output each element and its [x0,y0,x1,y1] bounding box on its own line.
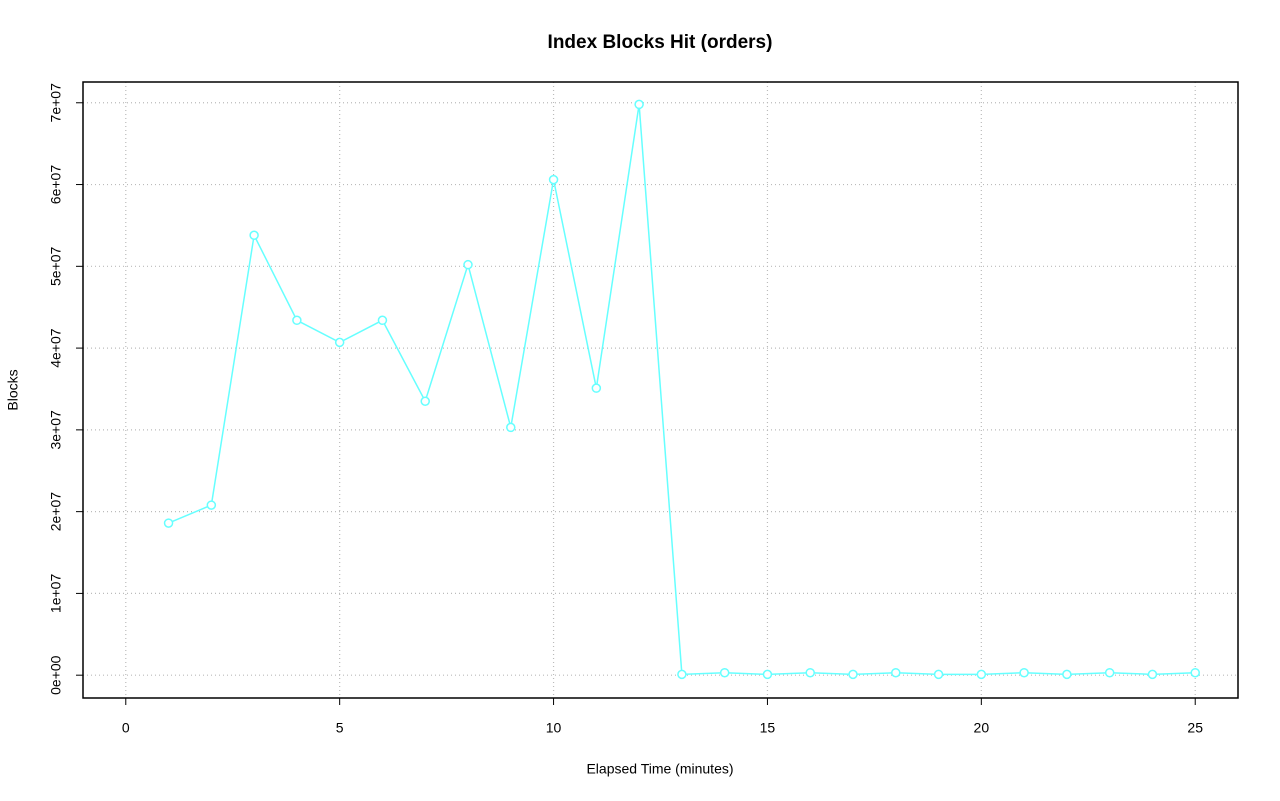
y-tick-label: 6e+07 [48,165,64,205]
x-tick-label: 25 [1187,720,1203,736]
data-point [334,337,345,348]
data-point [1104,667,1115,678]
y-tick-label: 3e+07 [48,410,64,450]
data-point [719,667,730,678]
y-tick-label: 5e+07 [48,246,64,286]
data-point [377,315,388,326]
data-point [548,174,559,185]
data-point [1062,669,1072,680]
chart-title: Index Blocks Hit (orders) [548,32,773,53]
plot-frame [82,81,1239,699]
y-axis-label: Blocks [5,369,21,410]
x-axis-label: Elapsed Time (minutes) [586,761,733,777]
data-point [805,667,815,678]
x-tick-label: 10 [546,720,562,736]
data-point [506,422,516,433]
y-tick-label: 1e+07 [48,574,64,614]
data-point [1147,669,1158,680]
x-tick-label: 5 [336,720,344,736]
data-point [463,259,473,270]
data-point [933,669,944,680]
x-tick-label: 15 [760,720,776,736]
data-point [420,396,430,406]
data-point [762,669,773,680]
data-point [976,669,987,680]
data-point [848,669,858,680]
data-point [163,518,174,528]
y-tick-label: 0e+00 [48,655,64,695]
data-point [891,667,901,678]
x-tick-label: 20 [974,720,990,736]
data-point [292,315,302,326]
y-tick-label: 7e+07 [48,83,64,123]
y-tick-label: 2e+07 [48,492,64,532]
data-point [206,500,217,510]
data-point [1019,667,1029,678]
data-point [591,383,602,393]
data-point [1190,667,1200,678]
y-tick-label: 4e+07 [48,328,64,368]
data-point [249,230,259,240]
x-tick-label: 0 [122,720,130,736]
data-point [634,99,644,110]
data-point [677,669,687,680]
data-line [168,104,1196,676]
